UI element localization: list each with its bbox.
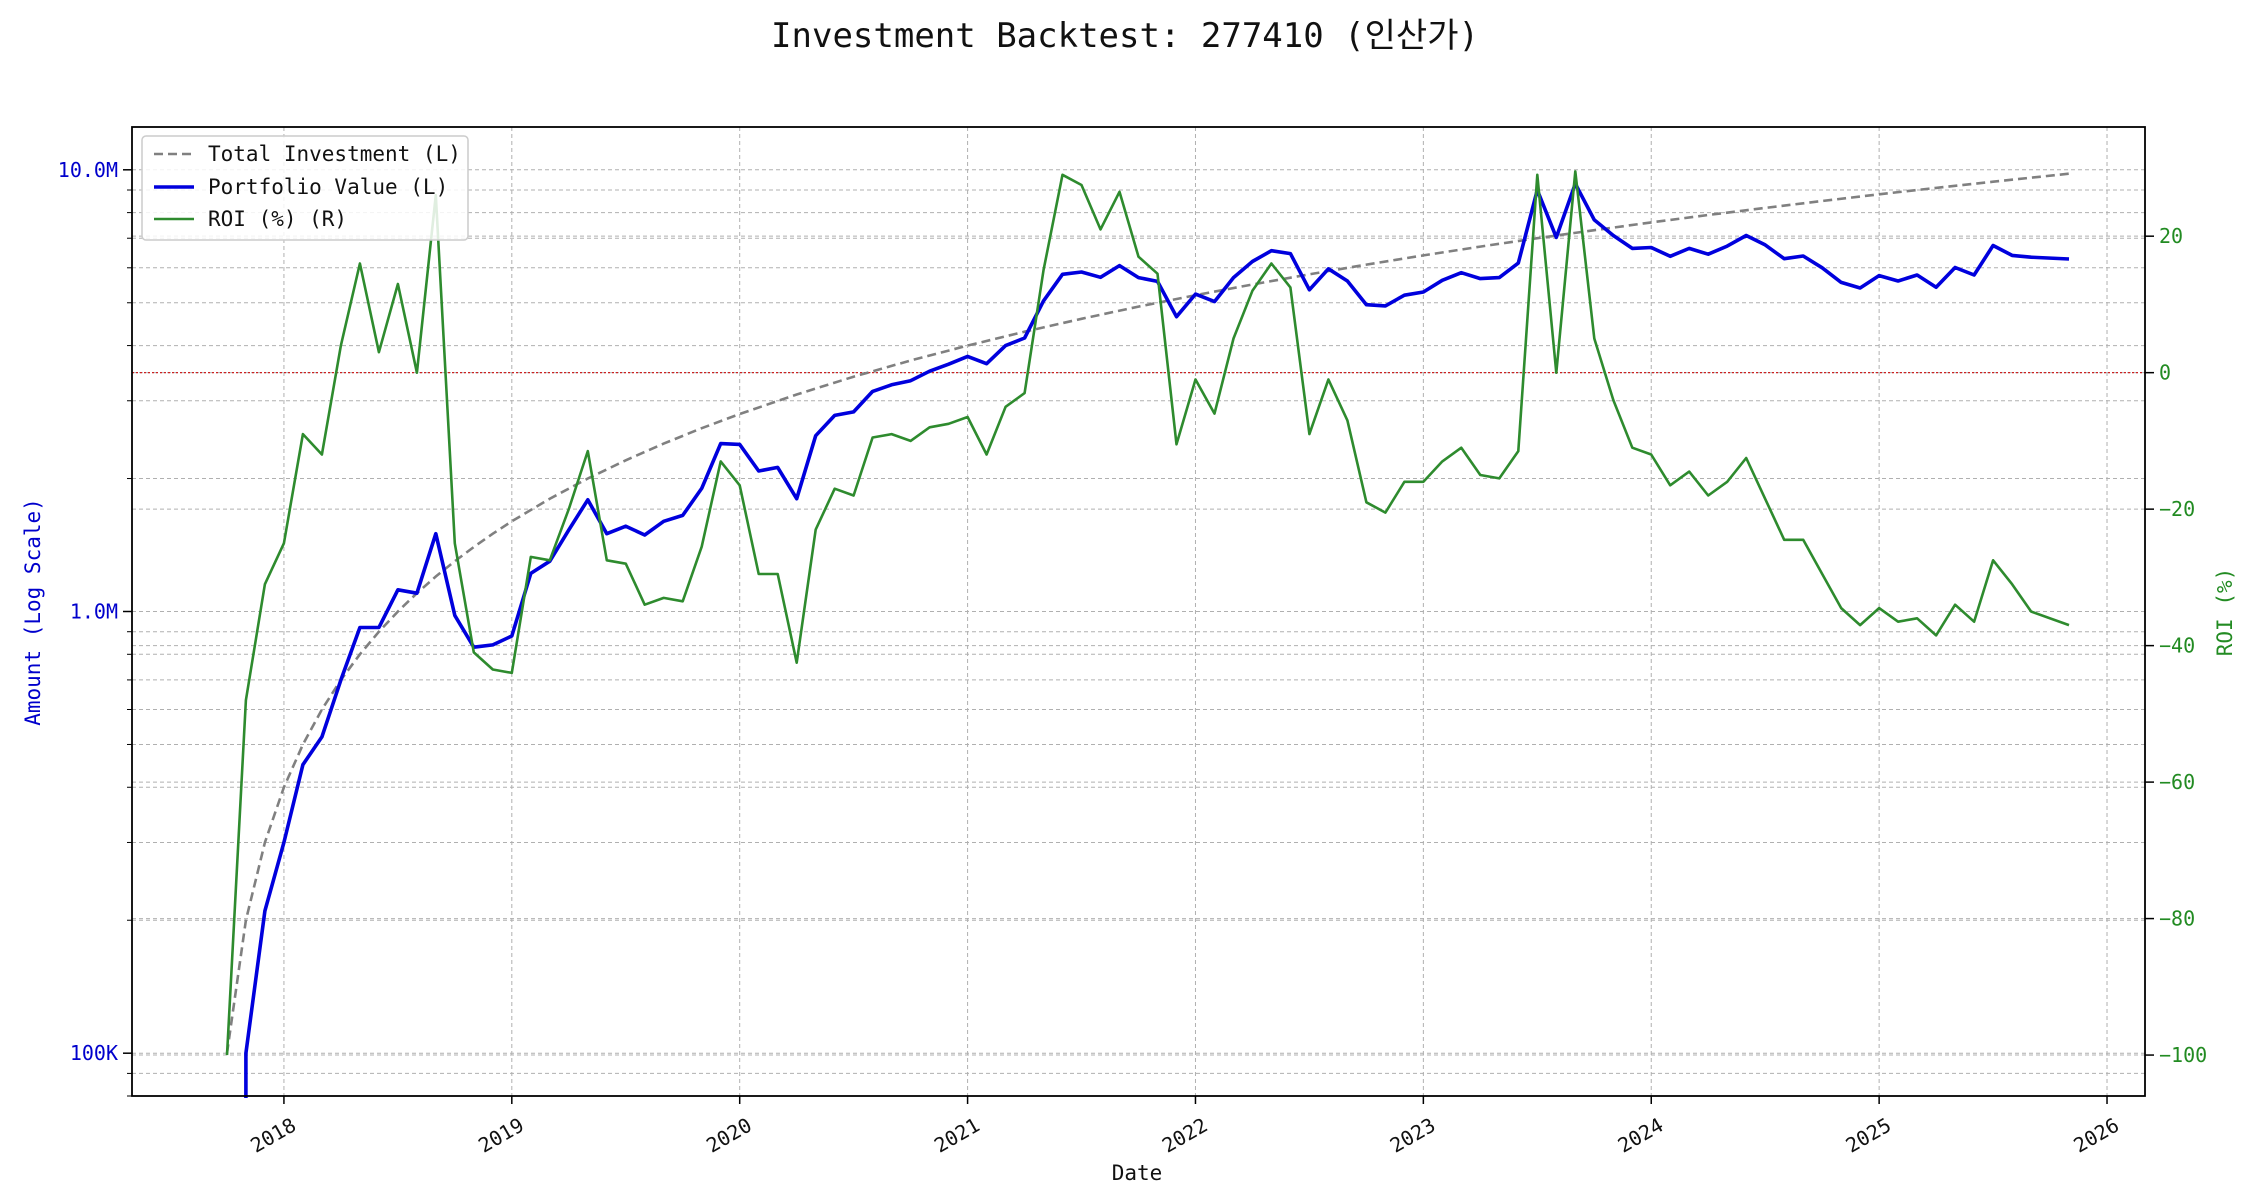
x-tick-label: 2018 [246, 1113, 300, 1158]
right-tick-label: −100 [2159, 1043, 2207, 1067]
x-tick-label: 2023 [1386, 1113, 1440, 1158]
left-axis-label: Amount (Log Scale) [21, 498, 45, 726]
legend-box [141, 135, 469, 241]
right-tick-label: −40 [2159, 634, 2195, 658]
chart-title: Investment Backtest: 277410 (인산가) [771, 16, 1479, 56]
right-tick-label: −20 [2159, 497, 2195, 521]
right-tick-label: −60 [2159, 770, 2195, 794]
legend: Total Investment (L) Portfolio Value (L)… [141, 135, 469, 241]
right-tick-label: 0 [2159, 361, 2171, 385]
left-tick-label: 10.0M [58, 158, 118, 182]
legend-label-total-investment: Total Investment (L) [208, 142, 461, 166]
right-tick-label: 20 [2159, 224, 2183, 248]
left-axis-ticks: 100K 1.0M 10.0M [58, 158, 132, 1097]
series-line-portfolio-value [244, 181, 2070, 1098]
series-line-total-investment [225, 172, 2070, 1054]
x-tick-label: 2025 [1842, 1113, 1896, 1158]
right-axis-ticks: 20 0 −20 −40 −60 −80 −100 [2145, 224, 2207, 1067]
x-tick-label: 2020 [702, 1113, 756, 1158]
left-tick-label: 1.0M [70, 600, 118, 624]
right-tick-label: −80 [2159, 907, 2195, 931]
legend-label-roi: ROI (%) (R) [208, 207, 347, 231]
x-tick-label: 2019 [474, 1113, 528, 1158]
left-tick-label: 100K [70, 1041, 118, 1065]
x-axis-label: Date [1112, 1161, 1163, 1185]
x-tick-label: 2024 [1614, 1113, 1668, 1158]
x-tick-label: 2021 [930, 1113, 984, 1158]
series-layer [225, 170, 2070, 1098]
right-axis-label: ROI (%) [2213, 568, 2237, 657]
series-line-roi [225, 170, 2070, 1056]
legend-label-portfolio-value: Portfolio Value (L) [208, 175, 448, 199]
x-axis-ticks: 2018 2019 2020 2021 2022 2023 2024 2025 2026 [246, 1096, 2123, 1158]
x-tick-label: 2026 [2069, 1113, 2123, 1158]
x-tick-label: 2022 [1158, 1113, 1212, 1158]
grid [132, 127, 2145, 1097]
